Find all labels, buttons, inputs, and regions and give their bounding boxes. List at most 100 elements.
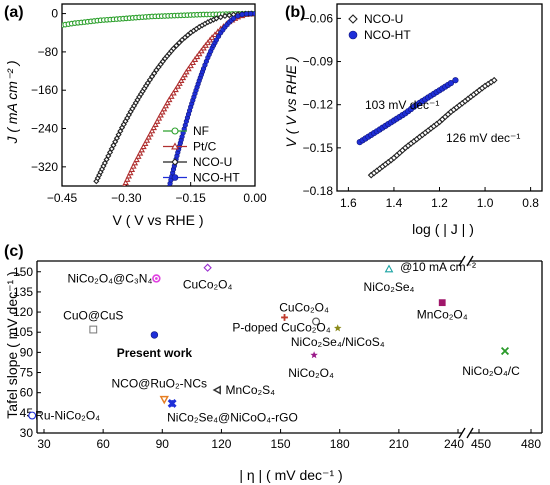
data-point	[150, 331, 159, 339]
point-label: CuCo₂O₄	[279, 300, 329, 314]
x-tick-label: 1.2	[431, 196, 448, 210]
panel-a-frame	[61, 3, 256, 187]
point-label: NiCo₂O₄/C	[462, 364, 520, 378]
data-point	[212, 385, 221, 395]
y-tick-label: −0.06	[303, 11, 334, 25]
data-point	[191, 56, 199, 62]
panel-a-label: (a)	[4, 4, 24, 21]
data-point	[170, 45, 177, 52]
data-point	[334, 324, 342, 332]
data-point	[183, 68, 190, 75]
data-point	[165, 96, 173, 103]
x-tick-label: 120	[211, 437, 231, 451]
data-point	[213, 15, 220, 22]
data-point	[490, 76, 498, 84]
legend-marker	[171, 174, 179, 181]
data-point	[127, 169, 134, 176]
x-tick-label: 240	[444, 437, 464, 451]
panel-c-frame	[36, 255, 543, 439]
x-tick-label: 180	[330, 437, 350, 451]
panel-b-xlabel: log ( | J | )	[412, 221, 474, 237]
x-tick-label: 1.6	[340, 196, 357, 210]
data-point	[155, 114, 163, 121]
panel-b-annotation-u: 126 mV dec⁻¹	[446, 131, 520, 145]
legend-label: NCO-U	[364, 12, 403, 26]
point-label: MnCo₂S₄	[225, 383, 275, 397]
data-point	[189, 59, 197, 66]
data-point	[133, 156, 140, 163]
data-point	[248, 11, 254, 17]
y-tick-label: 60	[20, 386, 34, 400]
data-point	[198, 47, 205, 54]
series-line	[123, 13, 255, 186]
point-label: NiCo₂O₄@C₃N₄	[67, 271, 152, 285]
data-point	[145, 133, 152, 140]
x-tick-label: 150	[271, 437, 291, 451]
x-tick-label: −0.15	[175, 191, 206, 205]
panel-c-ticks: 30 60 90 120 150 180 210 240 450 4803045607590105…	[13, 265, 541, 451]
point-label: CuCo₂O₄	[183, 278, 233, 292]
x-tick-label: 480	[521, 437, 541, 451]
panel-c-points	[28, 263, 510, 420]
data-point	[204, 39, 212, 46]
data-point	[136, 149, 144, 156]
data-point	[239, 11, 245, 18]
data-point	[159, 395, 169, 405]
data-point	[125, 172, 133, 179]
panel-a-xlabel: V ( V vs RHE )	[112, 212, 203, 228]
data-point	[164, 99, 171, 106]
panel-c-xlabel: | η | ( mV dec⁻¹ )	[239, 467, 342, 483]
data-point	[135, 153, 142, 159]
legend-marker	[348, 30, 358, 40]
panel-b-ticks: 1.6 1.4 1.2 1.0 0.8 −0.06 −0.09 −0.12 −0.15 −0.18	[303, 11, 540, 210]
panel-a-ticks: −0.45 −0.30 −0.15 0.00 0 −80 −160 −240 −320	[31, 7, 267, 205]
data-point	[122, 179, 129, 186]
data-point	[152, 121, 159, 127]
data-point	[170, 89, 177, 96]
y-tick-label: 105	[13, 325, 33, 339]
x-tick-label: −0.45	[47, 191, 78, 205]
axis-break-mark	[458, 255, 466, 267]
data-point	[159, 108, 166, 115]
data-point	[500, 346, 510, 356]
data-point-dot	[155, 277, 158, 280]
y-tick-label: −0.18	[303, 184, 334, 198]
data-point	[200, 44, 207, 51]
data-point	[89, 325, 98, 334]
legend-marker	[171, 158, 179, 166]
legend-label: NCO-HT	[193, 171, 240, 185]
data-point	[157, 111, 164, 118]
data-point	[243, 11, 250, 17]
point-label: NiCo₂O₄	[288, 366, 334, 380]
data-point	[177, 77, 185, 84]
y-tick-label: 0	[51, 7, 58, 21]
panel-a: (a) J ( mA cm⁻² ) V ( V vs RHE ) −0.45 −0…	[4, 3, 267, 228]
panel-a-series	[62, 10, 255, 186]
x-tick-label: 0.8	[522, 196, 539, 210]
data-point	[281, 314, 288, 321]
y-tick-label: 135	[13, 285, 33, 299]
data-point	[162, 102, 170, 109]
data-point	[193, 53, 201, 60]
panel-b-annotation-ht: 103 mV dec⁻¹	[365, 98, 439, 112]
data-point	[124, 175, 131, 182]
legend-marker	[171, 127, 179, 135]
panel-b-label: (b)	[285, 4, 305, 21]
y-tick-label: 30	[20, 426, 34, 440]
data-point	[174, 82, 182, 89]
data-point	[140, 143, 147, 150]
data-point	[152, 274, 161, 283]
x-tick-label: 1.4	[386, 196, 403, 210]
panel-b: (b) V ( V vs RHE ) log ( | J | ) 1.6 1.4 1…	[283, 3, 543, 237]
data-point	[235, 13, 241, 19]
axis-break-mark	[466, 427, 474, 439]
x-tick-label: 90	[156, 437, 170, 451]
point-label: NCO@RuO₂-NCs	[111, 376, 207, 390]
point-label: P-doped CuCo₂O₄	[232, 320, 330, 334]
x-tick-label: 30	[37, 437, 51, 451]
point-label: Ru-NiCo₂O₄	[35, 409, 100, 423]
point-label: Present work	[117, 346, 193, 360]
point-label: NiCo₂Se₄@NiCoO₄-rGO	[167, 410, 298, 424]
